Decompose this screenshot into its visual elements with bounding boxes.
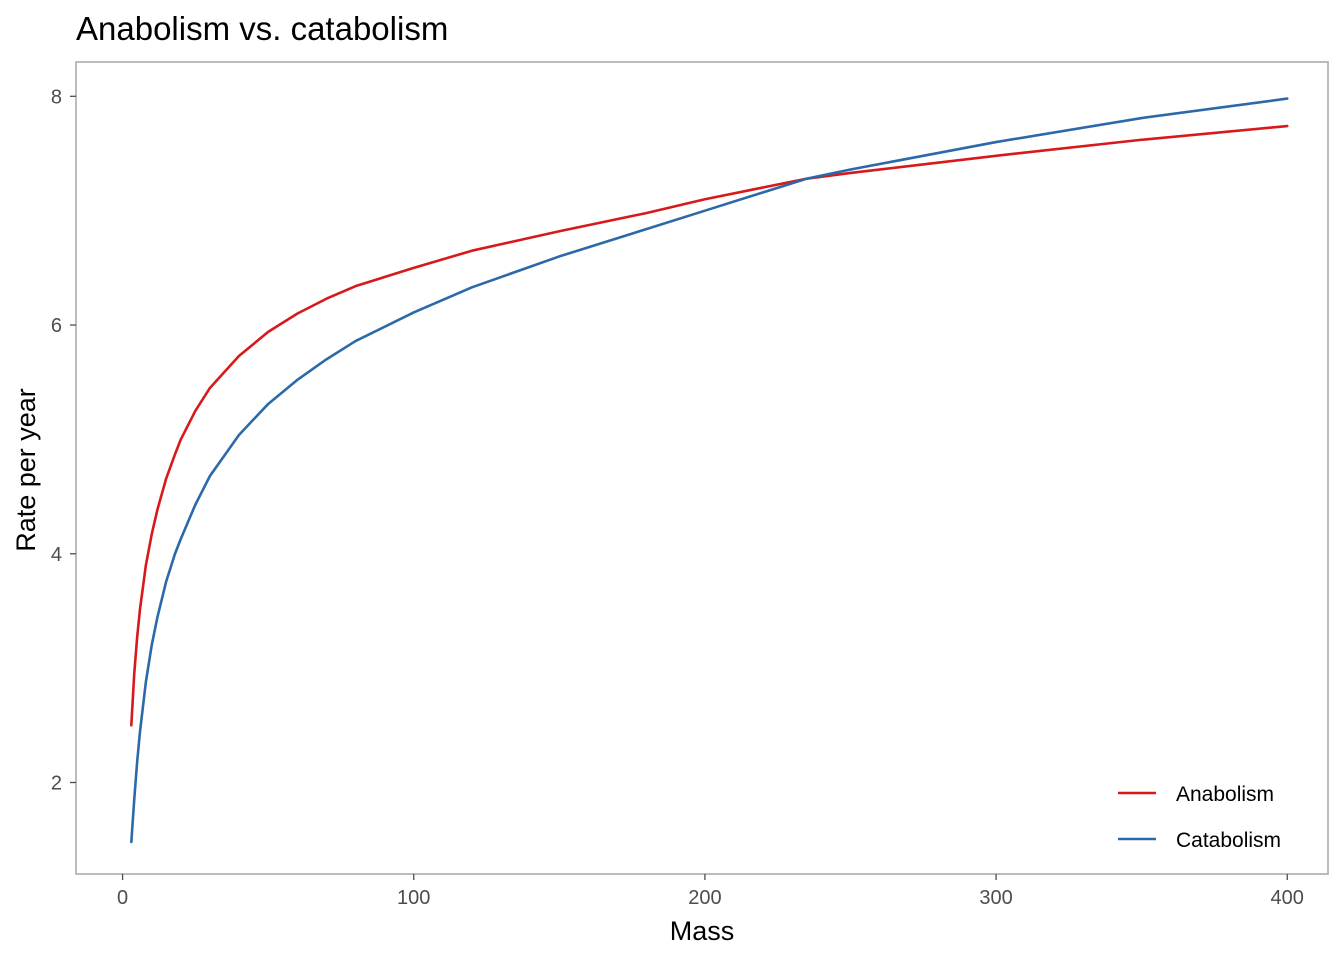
x-tick-label: 300 — [979, 887, 1012, 909]
y-tick-label: 2 — [51, 773, 62, 795]
chart-title: Anabolism vs. catabolism — [76, 10, 448, 47]
x-axis-title: Mass — [670, 916, 735, 946]
y-tick-label: 4 — [51, 544, 62, 566]
y-axis: 2 4 6 8 — [51, 86, 76, 795]
x-tick-label: 100 — [397, 887, 430, 909]
legend: Anabolism Catabolism — [1118, 783, 1281, 852]
y-tick-label: 8 — [51, 86, 62, 108]
x-axis: 0 100 200 300 400 — [117, 874, 1304, 909]
y-tick-label: 6 — [51, 315, 62, 337]
x-tick-label: 200 — [688, 887, 721, 909]
x-tick-label: 400 — [1271, 887, 1304, 909]
series-line-anabolism — [130, 124, 1289, 727]
plot-panel-border — [75, 61, 1329, 875]
series-layer — [130, 97, 1289, 844]
legend-label-catabolism: Catabolism — [1176, 829, 1281, 852]
y-axis-title: Rate per year — [11, 388, 41, 552]
series-line-catabolism — [130, 97, 1289, 844]
legend-label-anabolism: Anabolism — [1176, 783, 1274, 806]
x-tick-label: 0 — [117, 887, 128, 909]
